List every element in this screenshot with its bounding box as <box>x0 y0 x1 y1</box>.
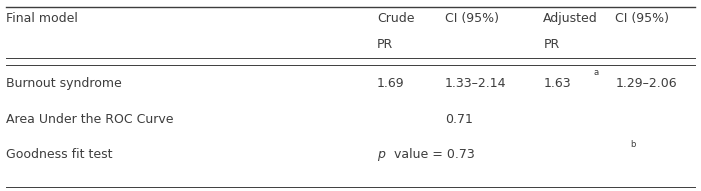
Text: p: p <box>377 148 385 161</box>
Text: a: a <box>593 68 599 77</box>
Text: 0.71: 0.71 <box>445 113 473 126</box>
Text: CI (95%): CI (95%) <box>615 12 669 25</box>
Text: Crude: Crude <box>377 12 414 25</box>
Text: Burnout syndrome: Burnout syndrome <box>6 77 121 90</box>
Text: CI (95%): CI (95%) <box>445 12 499 25</box>
Text: 1.69: 1.69 <box>377 77 404 90</box>
Text: 1.33–2.14: 1.33–2.14 <box>445 77 507 90</box>
Text: PR: PR <box>377 38 393 51</box>
Text: Adjusted: Adjusted <box>543 12 598 25</box>
Text: value = 0.73: value = 0.73 <box>390 148 475 161</box>
Text: Area Under the ROC Curve: Area Under the ROC Curve <box>6 113 173 126</box>
Text: 1.29–2.06: 1.29–2.06 <box>615 77 677 90</box>
Text: PR: PR <box>543 38 559 51</box>
Text: Final model: Final model <box>6 12 78 25</box>
Text: b: b <box>629 140 635 149</box>
Text: 1.63: 1.63 <box>543 77 571 90</box>
Text: Goodness fit test: Goodness fit test <box>6 148 112 161</box>
